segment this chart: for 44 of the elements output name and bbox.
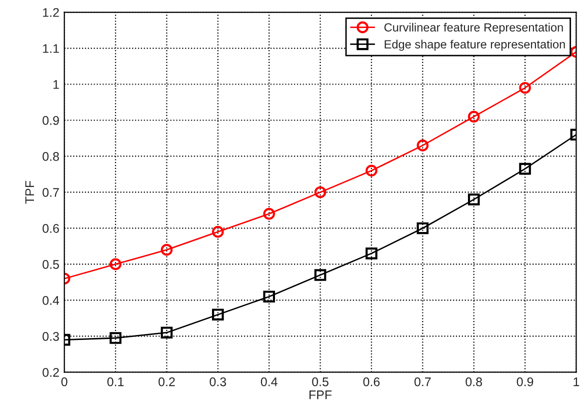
point (468, 110, 480, 123)
point (263, 208, 276, 220)
point (366, 164, 378, 177)
y-tick-label: 0.6 (42, 224, 59, 233)
point (212, 226, 224, 238)
y-tick-label: 0.5 (42, 260, 59, 269)
legend-label: Edge shape feature representation (384, 40, 565, 51)
point (519, 162, 531, 175)
y-tick-label: 0.2 (42, 368, 59, 377)
x-tick-label: 1 (574, 378, 580, 386)
y-tick-label: 0.3 (42, 332, 59, 341)
x-tick-label: 0.1 (107, 377, 124, 386)
x-tick-label: 0.4 (260, 377, 278, 386)
x-axis-title: FPF (310, 390, 332, 400)
y-axis-title: TPF (25, 180, 34, 204)
x-tick-label: 0.5 (312, 377, 328, 386)
x-tick-label: 0.7 (414, 377, 431, 386)
point (314, 186, 326, 198)
x-tick-label: 0 (61, 377, 68, 386)
y-tick-label: 0.9 (42, 116, 59, 125)
point (212, 308, 224, 321)
point (160, 326, 173, 339)
legend-label: Curvilinear feature Representation (384, 22, 563, 34)
point (416, 140, 429, 152)
x-tick-label: 0.8 (466, 377, 482, 386)
point (263, 290, 276, 303)
y-tick-label: 0.8 (42, 152, 59, 161)
x-tick-label: 0.3 (210, 377, 226, 386)
point (110, 258, 122, 270)
point (468, 194, 480, 206)
point (314, 269, 326, 281)
point (519, 82, 531, 94)
y-tick-label: 1.1 (43, 44, 59, 53)
point (366, 248, 378, 260)
y-tick-label: 0.4 (42, 296, 60, 305)
point (160, 244, 173, 256)
x-tick-label: 0.9 (516, 377, 534, 386)
point (110, 332, 122, 344)
y-tick-label: 1 (53, 80, 59, 89)
point (416, 222, 429, 234)
y-tick-label: 0.7 (42, 188, 59, 197)
y-tick-label: 1.2 (43, 8, 59, 17)
x-tick-label: 0.6 (363, 377, 380, 386)
x-tick-label: 0.2 (158, 377, 175, 386)
